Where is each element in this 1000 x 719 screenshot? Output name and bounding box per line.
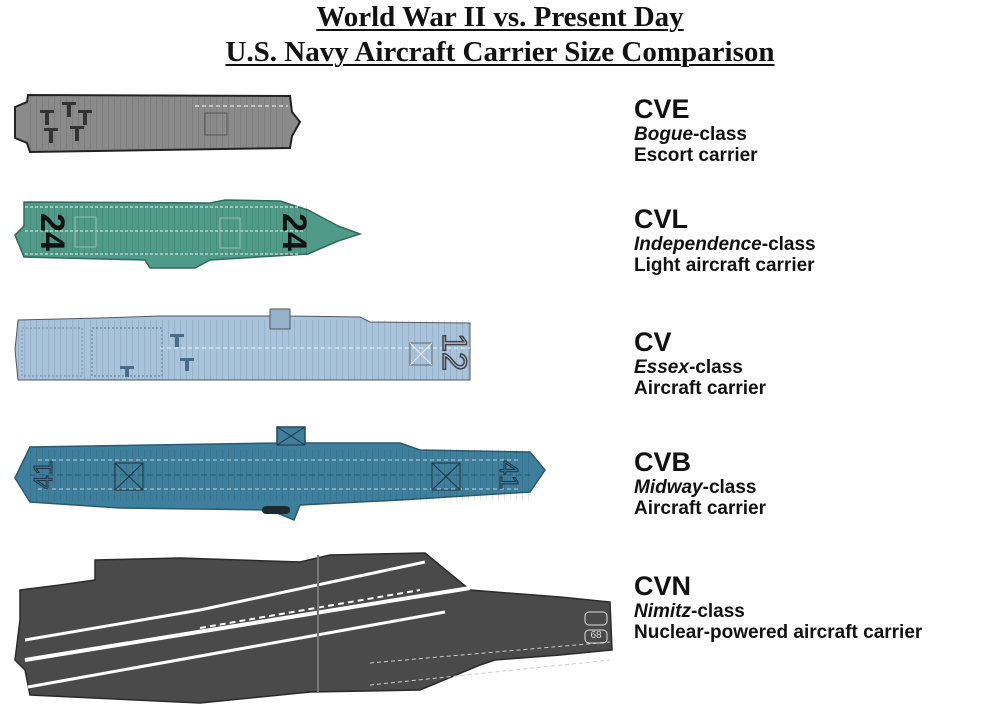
angled-deck-line xyxy=(24,586,471,662)
cvl-code: CVL xyxy=(634,204,688,234)
cvb-hull-number-bow: 41 xyxy=(28,461,58,490)
cvl-class: Independence-class xyxy=(634,234,816,255)
class-suffix: -class xyxy=(702,477,757,498)
cvn-carrier-image: 68 xyxy=(14,552,613,704)
cv-code: CV xyxy=(634,327,672,357)
aircraft-icons xyxy=(40,102,92,143)
cvl-hull-number-stern: 24 xyxy=(275,213,313,251)
class-suffix: -class xyxy=(693,124,747,145)
cve-class: Bogue-class xyxy=(634,124,758,145)
cve-label: CVE Bogue-class Escort carrier xyxy=(634,94,758,166)
class-name: Independence xyxy=(634,234,762,255)
cvl-hull-number-bow: 24 xyxy=(33,213,71,251)
class-name: Essex xyxy=(634,357,689,378)
title-line-1: World War II vs. Present Day xyxy=(316,1,684,33)
cvl-carrier-image: 24 24 xyxy=(14,199,363,269)
cvn-type: Nuclear-powered aircraft carrier xyxy=(634,622,923,643)
class-name: Nimitz xyxy=(634,601,691,622)
class-suffix: -class xyxy=(691,601,745,622)
cve-type: Escort carrier xyxy=(634,145,758,166)
cvl-type: Light aircraft carrier xyxy=(634,255,815,276)
cv-hull-number: 12 xyxy=(435,333,473,371)
cvb-class: Midway-class xyxy=(634,477,766,498)
cve-carrier-image xyxy=(14,93,302,154)
cvl-label: CVL Independence-class Light aircraft ca… xyxy=(634,204,816,276)
class-name: Midway xyxy=(634,477,703,498)
cvn-label: CVN Nimitz-class Nuclear-powered aircraf… xyxy=(634,571,922,643)
title-line-2: U.S. Navy Aircraft Carrier Size Comparis… xyxy=(225,36,775,68)
cvb-type: Aircraft carrier xyxy=(634,498,767,519)
cv-class: Essex-class xyxy=(634,357,766,378)
cvb-carrier-image: 41 41 xyxy=(14,426,546,521)
cvn-hull-number: 68 xyxy=(590,630,602,641)
aircraft-icons xyxy=(21,327,194,377)
cvn-class: Nimitz-class xyxy=(634,601,922,622)
class-suffix: -class xyxy=(688,357,743,378)
cvb-hull-number-stern: 41 xyxy=(494,461,524,490)
cv-type: Aircraft carrier xyxy=(634,378,767,399)
cvb-label: CVB Midway-class Aircraft carrier xyxy=(634,447,766,519)
cv-carrier-image: 12 xyxy=(14,308,474,381)
class-name: Bogue xyxy=(634,124,694,145)
class-suffix: -class xyxy=(761,234,816,255)
cv-label: CV Essex-class Aircraft carrier xyxy=(634,327,766,399)
cvb-code: CVB xyxy=(634,447,692,477)
cvn-code: CVN xyxy=(634,571,692,601)
cve-code: CVE xyxy=(634,94,690,124)
